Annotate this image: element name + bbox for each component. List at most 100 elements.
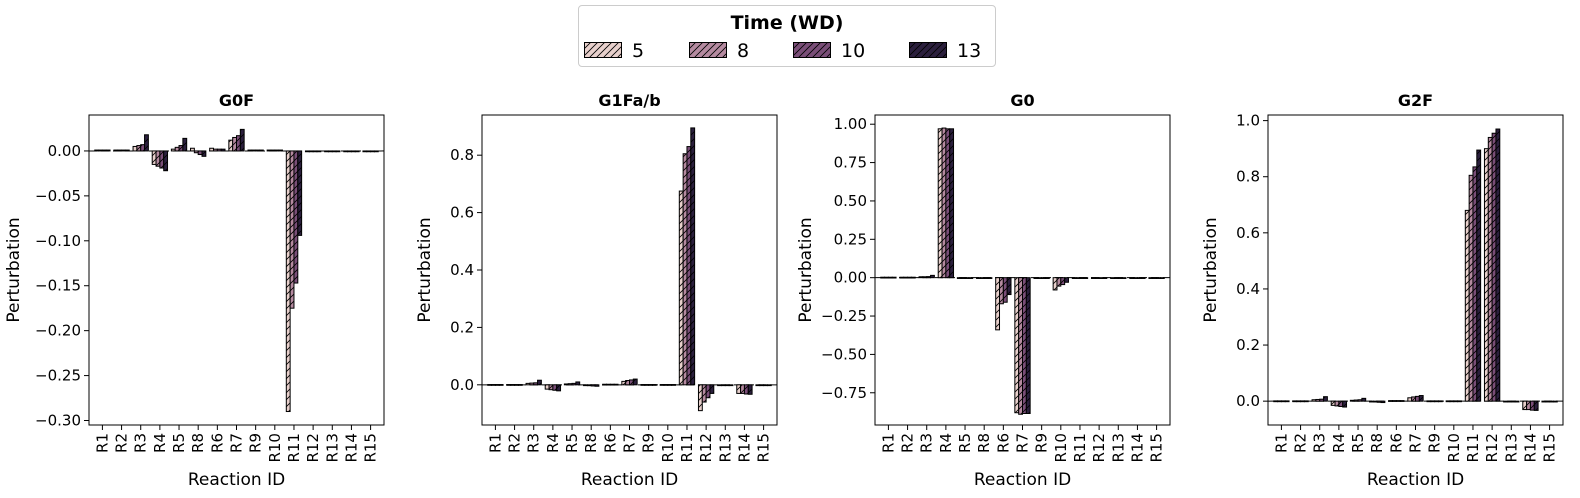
bar-hatch bbox=[163, 150, 168, 171]
bar-10-R13 bbox=[1117, 277, 1123, 279]
bar-hatch bbox=[228, 140, 233, 151]
y-tick-label: −0.50 bbox=[821, 345, 867, 363]
y-tick-label: 1.00 bbox=[834, 115, 867, 133]
bar-hatch bbox=[1415, 396, 1420, 402]
bar-13-R9 bbox=[1437, 400, 1443, 403]
bar-5-R15 bbox=[362, 150, 368, 153]
y-tick-label: 0.8 bbox=[450, 146, 474, 164]
bar-5-R1 bbox=[880, 276, 886, 279]
bar-8-R2 bbox=[1296, 400, 1302, 403]
bar-10-R8 bbox=[590, 384, 596, 387]
bar-hatch bbox=[1003, 277, 1008, 303]
y-tick-label: 0.4 bbox=[450, 261, 474, 279]
bar-5-R2 bbox=[506, 384, 512, 386]
bar-10-R12 bbox=[1098, 277, 1104, 279]
x-tick-label: R2 bbox=[506, 433, 524, 453]
bar-10-R2 bbox=[907, 276, 912, 279]
y-tick-label: 1.0 bbox=[1236, 112, 1260, 130]
bar-hatch bbox=[736, 384, 741, 394]
bar-hatch bbox=[683, 153, 687, 385]
bar-5-R1 bbox=[94, 149, 100, 152]
bar-13-R10 bbox=[671, 384, 676, 386]
bar-8-R13 bbox=[1113, 277, 1119, 279]
bar-5-R1 bbox=[487, 384, 493, 386]
y-tick-label: 0.2 bbox=[1236, 336, 1260, 354]
bar-5-R5 bbox=[1349, 399, 1355, 402]
bar-10-R15 bbox=[763, 384, 768, 387]
bar-13-R5 bbox=[1361, 397, 1367, 402]
bar-10-R10 bbox=[667, 384, 673, 386]
legend-title: Time (WD) bbox=[730, 12, 844, 34]
bar-hatch bbox=[1014, 277, 1019, 413]
bar-13-R8 bbox=[1380, 400, 1386, 404]
bar-13-R15 bbox=[766, 384, 772, 387]
x-axis-label: Reaction ID bbox=[974, 470, 1071, 490]
bar-10-R8 bbox=[983, 277, 989, 279]
bar-10-R5 bbox=[1357, 399, 1363, 402]
x-tick-label: R4 bbox=[1330, 433, 1348, 453]
bar-5-R9 bbox=[640, 384, 646, 386]
bar-hatch bbox=[133, 146, 137, 151]
x-tick-label: R1 bbox=[879, 433, 897, 453]
bar-hatch bbox=[938, 128, 943, 278]
bar-5-R9 bbox=[247, 149, 253, 152]
y-tick-label: −0.75 bbox=[821, 384, 867, 402]
x-tick-label: R12 bbox=[697, 433, 715, 463]
chart-panel-2: 0.00.20.40.60.8R1 R2 R3 R4 R5 R8 R6 R7 R9 R10 R11 R… bbox=[415, 91, 778, 490]
bar-8-R6 bbox=[1392, 400, 1397, 402]
bar-5-R10 bbox=[659, 384, 665, 386]
bar-8-R11 bbox=[1075, 277, 1081, 279]
bar-13-R9 bbox=[258, 149, 264, 152]
bar-hatch bbox=[232, 137, 237, 151]
bar-hatch bbox=[1331, 401, 1336, 406]
bar-8-R3 bbox=[922, 276, 928, 279]
bar-5-R8 bbox=[583, 384, 588, 387]
bar-hatch bbox=[1335, 401, 1339, 406]
y-tick-label: −0.10 bbox=[35, 232, 81, 250]
bar-8-R2 bbox=[903, 276, 909, 279]
bar-8-R3 bbox=[1315, 398, 1321, 402]
x-tick-label: R6 bbox=[601, 433, 619, 453]
bar-hatch bbox=[740, 384, 745, 394]
y-tick-label: 0.00 bbox=[834, 269, 867, 287]
bar-hatch bbox=[136, 145, 141, 151]
bar-10-R3 bbox=[533, 382, 539, 386]
bar-13-R5 bbox=[968, 277, 974, 279]
bar-8-R6 bbox=[213, 148, 218, 152]
bar-8-R10 bbox=[270, 149, 276, 152]
bar-hatch bbox=[1026, 277, 1031, 414]
x-tick-label: R13 bbox=[1109, 433, 1127, 463]
x-tick-label: R2 bbox=[899, 433, 917, 453]
bar-13-R6 bbox=[220, 148, 226, 152]
x-tick-label: R15 bbox=[1541, 433, 1559, 463]
plot-frame bbox=[1267, 114, 1564, 426]
bar-10-R15 bbox=[370, 150, 375, 153]
x-tick-label: R2 bbox=[113, 433, 131, 453]
bar-hatch bbox=[629, 379, 634, 385]
x-tick-label: R6 bbox=[994, 433, 1012, 453]
bar-hatch bbox=[686, 146, 691, 385]
bar-hatch bbox=[179, 145, 183, 151]
bar-10-R9 bbox=[255, 149, 260, 152]
bar-5-R11 bbox=[1071, 277, 1077, 279]
bar-5-R13 bbox=[1503, 400, 1508, 403]
bar-hatch bbox=[1526, 401, 1531, 410]
bar-hatch bbox=[156, 150, 160, 167]
bar-10-R8 bbox=[1376, 400, 1382, 403]
bar-hatch bbox=[709, 384, 714, 394]
y-tick-label: 0.0 bbox=[1236, 392, 1260, 410]
bar-5-R5 bbox=[170, 148, 176, 152]
y-tick-label: −0.25 bbox=[35, 367, 81, 385]
bar-5-R14 bbox=[1129, 277, 1135, 279]
bar-5-R3 bbox=[525, 382, 531, 386]
bar-5-R8 bbox=[976, 277, 981, 279]
bar-5-R5 bbox=[563, 383, 569, 386]
bar-hatch bbox=[1488, 137, 1493, 402]
bar-8-R1 bbox=[1277, 400, 1282, 403]
bar-hatch bbox=[633, 379, 638, 385]
x-tick-label: R13 bbox=[716, 433, 734, 463]
bar-5-R6 bbox=[209, 147, 215, 152]
bar-10-R9 bbox=[1041, 277, 1046, 279]
bar-10-R15 bbox=[1156, 277, 1161, 279]
bar-hatch bbox=[545, 384, 550, 390]
